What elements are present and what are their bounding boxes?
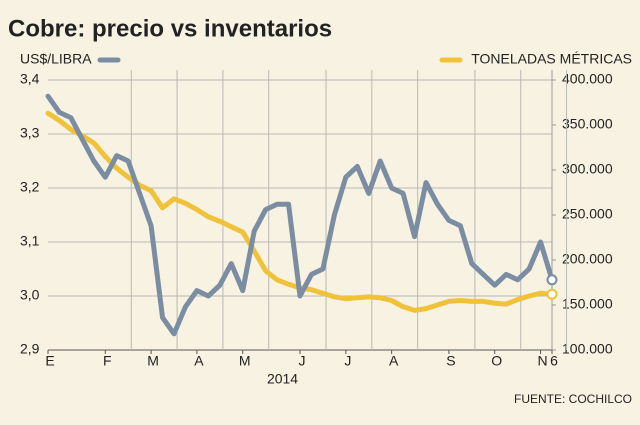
y2-tick-label: 150.000 bbox=[562, 296, 613, 312]
end-dot bbox=[546, 274, 558, 286]
x-annotation: 2014 bbox=[267, 371, 298, 387]
legend-label: TONELADAS MÉTRICAS bbox=[471, 51, 632, 67]
x-tick-label: J bbox=[299, 353, 306, 369]
line bbox=[45, 93, 555, 337]
x-tick-label: M bbox=[239, 353, 251, 369]
y-tick-label: 3,3 bbox=[20, 125, 40, 141]
x-tick-label: 6 bbox=[550, 353, 558, 369]
x-tick-label: J bbox=[344, 353, 351, 369]
y-tick-label: 3,1 bbox=[20, 233, 40, 249]
chart-title: Cobre: precio vs inventarios bbox=[8, 15, 332, 42]
y2-tick-label: 100.000 bbox=[562, 341, 613, 357]
x-tick-label: S bbox=[446, 353, 455, 369]
x-tick-label: A bbox=[389, 353, 399, 369]
x-tick-label: N bbox=[537, 353, 547, 369]
x-tick-label: F bbox=[103, 353, 112, 369]
x-tick-label: A bbox=[194, 353, 204, 369]
x-tick-label: M bbox=[147, 353, 159, 369]
y2-tick-label: 400.000 bbox=[562, 71, 613, 87]
y2-tick-label: 250.000 bbox=[562, 206, 613, 222]
y2-tick-label: 300.000 bbox=[562, 161, 613, 177]
source: FUENTE: COCHILCO bbox=[514, 392, 632, 406]
x-tick-label: E bbox=[45, 353, 54, 369]
x-tick-label: O bbox=[491, 353, 502, 369]
y-tick-label: 3,0 bbox=[20, 287, 40, 303]
y2-tick-label: 200.000 bbox=[562, 251, 613, 267]
end-dot bbox=[546, 288, 558, 300]
y-tick-label: 2,9 bbox=[20, 341, 40, 357]
y-tick-label: 3,4 bbox=[20, 71, 40, 87]
y-tick-label: 3,2 bbox=[20, 179, 40, 195]
legend-label: US$/LIBRA bbox=[20, 51, 92, 67]
y2-tick-label: 350.000 bbox=[562, 116, 613, 132]
